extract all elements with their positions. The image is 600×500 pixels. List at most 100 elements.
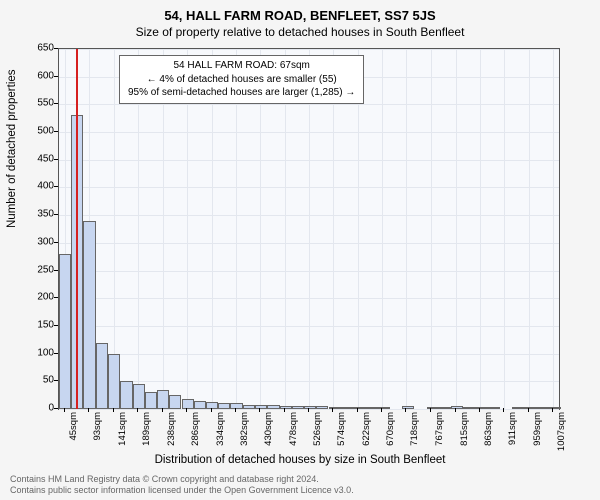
histogram-bar (157, 390, 169, 409)
histogram-bar (316, 406, 328, 409)
histogram-bar (463, 407, 475, 409)
xtick-label: 718sqm (409, 412, 420, 446)
x-axis-label: Distribution of detached houses by size … (0, 454, 600, 466)
xtick-mark (405, 408, 406, 412)
histogram-bar (194, 401, 206, 409)
xtick-label: 93sqm (92, 412, 103, 441)
histogram-bar (549, 407, 561, 409)
xtick-mark (259, 408, 260, 412)
histogram-bar (353, 407, 365, 409)
xtick-mark (284, 408, 285, 412)
ytick-label: 250 (24, 264, 54, 275)
ytick-mark (54, 353, 58, 354)
xtick-mark (186, 408, 187, 412)
ytick-mark (54, 159, 58, 160)
gridline-v (553, 49, 554, 409)
histogram-bar (182, 399, 194, 409)
figure-container: 54, HALL FARM ROAD, BENFLEET, SS7 5JS Si… (0, 0, 600, 500)
xtick-mark (381, 408, 382, 412)
histogram-bar (120, 381, 132, 409)
xtick-label: 767sqm (434, 412, 445, 446)
xtick-mark (137, 408, 138, 412)
ytick-label: 600 (24, 70, 54, 81)
xtick-mark (332, 408, 333, 412)
histogram-bar (133, 384, 145, 409)
footer-line1: Contains HM Land Registry data © Crown c… (10, 474, 354, 485)
histogram-bar (169, 395, 181, 409)
ytick-label: 450 (24, 153, 54, 164)
histogram-bar (525, 407, 537, 409)
xtick-mark (88, 408, 89, 412)
histogram-bar (108, 354, 120, 409)
xtick-label: 334sqm (215, 412, 226, 446)
histogram-bar (218, 403, 230, 409)
xtick-mark (455, 408, 456, 412)
histogram-bar (243, 405, 255, 409)
histogram-bar (377, 407, 389, 409)
info-box-line1: 54 HALL FARM ROAD: 67sqm (128, 59, 355, 73)
histogram-bar (83, 221, 95, 409)
info-box: 54 HALL FARM ROAD: 67sqm← 4% of detached… (119, 55, 364, 104)
histogram-bar (341, 407, 353, 409)
xtick-label: 815sqm (459, 412, 470, 446)
histogram-bar (512, 407, 524, 409)
histogram-bar (537, 407, 549, 409)
histogram-bar (96, 343, 108, 409)
histogram-bar (365, 407, 377, 409)
histogram-bar (292, 406, 304, 409)
footer: Contains HM Land Registry data © Crown c… (10, 474, 354, 497)
chart-area: 54 HALL FARM ROAD: 67sqm← 4% of detached… (58, 48, 560, 410)
xtick-mark (211, 408, 212, 412)
ytick-mark (54, 270, 58, 271)
ytick-label: 200 (24, 292, 54, 303)
ytick-label: 350 (24, 209, 54, 220)
xtick-label: 863sqm (483, 412, 494, 446)
histogram-bar (487, 407, 499, 409)
info-box-line2: ← 4% of detached houses are smaller (55) (128, 73, 355, 87)
histogram-bar (206, 402, 218, 409)
y-axis-label: Number of detached properties (6, 69, 18, 228)
xtick-mark (308, 408, 309, 412)
histogram-bar (230, 403, 242, 409)
gridline-v (480, 49, 481, 409)
xtick-label: 574sqm (336, 412, 347, 446)
xtick-label: 141sqm (117, 412, 128, 446)
xtick-label: 959sqm (532, 412, 543, 446)
xtick-mark (235, 408, 236, 412)
ytick-mark (54, 186, 58, 187)
ytick-label: 100 (24, 347, 54, 358)
xtick-label: 526sqm (312, 412, 323, 446)
xtick-label: 430sqm (263, 412, 274, 446)
xtick-label: 286sqm (190, 412, 201, 446)
histogram-bar (427, 407, 439, 409)
ytick-mark (54, 380, 58, 381)
histogram-bar (402, 406, 414, 409)
xtick-mark (503, 408, 504, 412)
gridline-v (382, 49, 383, 409)
xtick-label: 189sqm (141, 412, 152, 446)
ytick-label: 550 (24, 98, 54, 109)
ytick-mark (54, 103, 58, 104)
xtick-label: 382sqm (239, 412, 250, 446)
histogram-bar (439, 407, 451, 409)
xtick-label: 622sqm (361, 412, 372, 446)
xtick-label: 478sqm (288, 412, 299, 446)
xtick-label: 45sqm (68, 412, 79, 441)
footer-line2: Contains public sector information licen… (10, 485, 354, 496)
histogram-bar (280, 406, 292, 409)
xtick-mark (357, 408, 358, 412)
ytick-mark (54, 48, 58, 49)
gridline-h (59, 409, 559, 410)
xtick-mark (113, 408, 114, 412)
ytick-mark (54, 131, 58, 132)
xtick-label: 238sqm (166, 412, 177, 446)
ytick-label: 0 (24, 403, 54, 414)
ytick-mark (54, 408, 58, 409)
ytick-label: 400 (24, 181, 54, 192)
xtick-mark (479, 408, 480, 412)
xtick-mark (64, 408, 65, 412)
histogram-bar (59, 254, 71, 409)
xtick-label: 1007sqm (556, 412, 567, 451)
gridline-v (504, 49, 505, 409)
xtick-mark (430, 408, 431, 412)
